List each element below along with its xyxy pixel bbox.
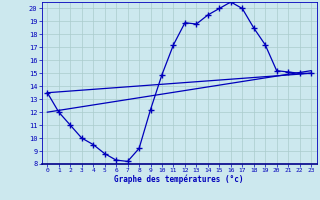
X-axis label: Graphe des températures (°c): Graphe des températures (°c): [115, 175, 244, 184]
